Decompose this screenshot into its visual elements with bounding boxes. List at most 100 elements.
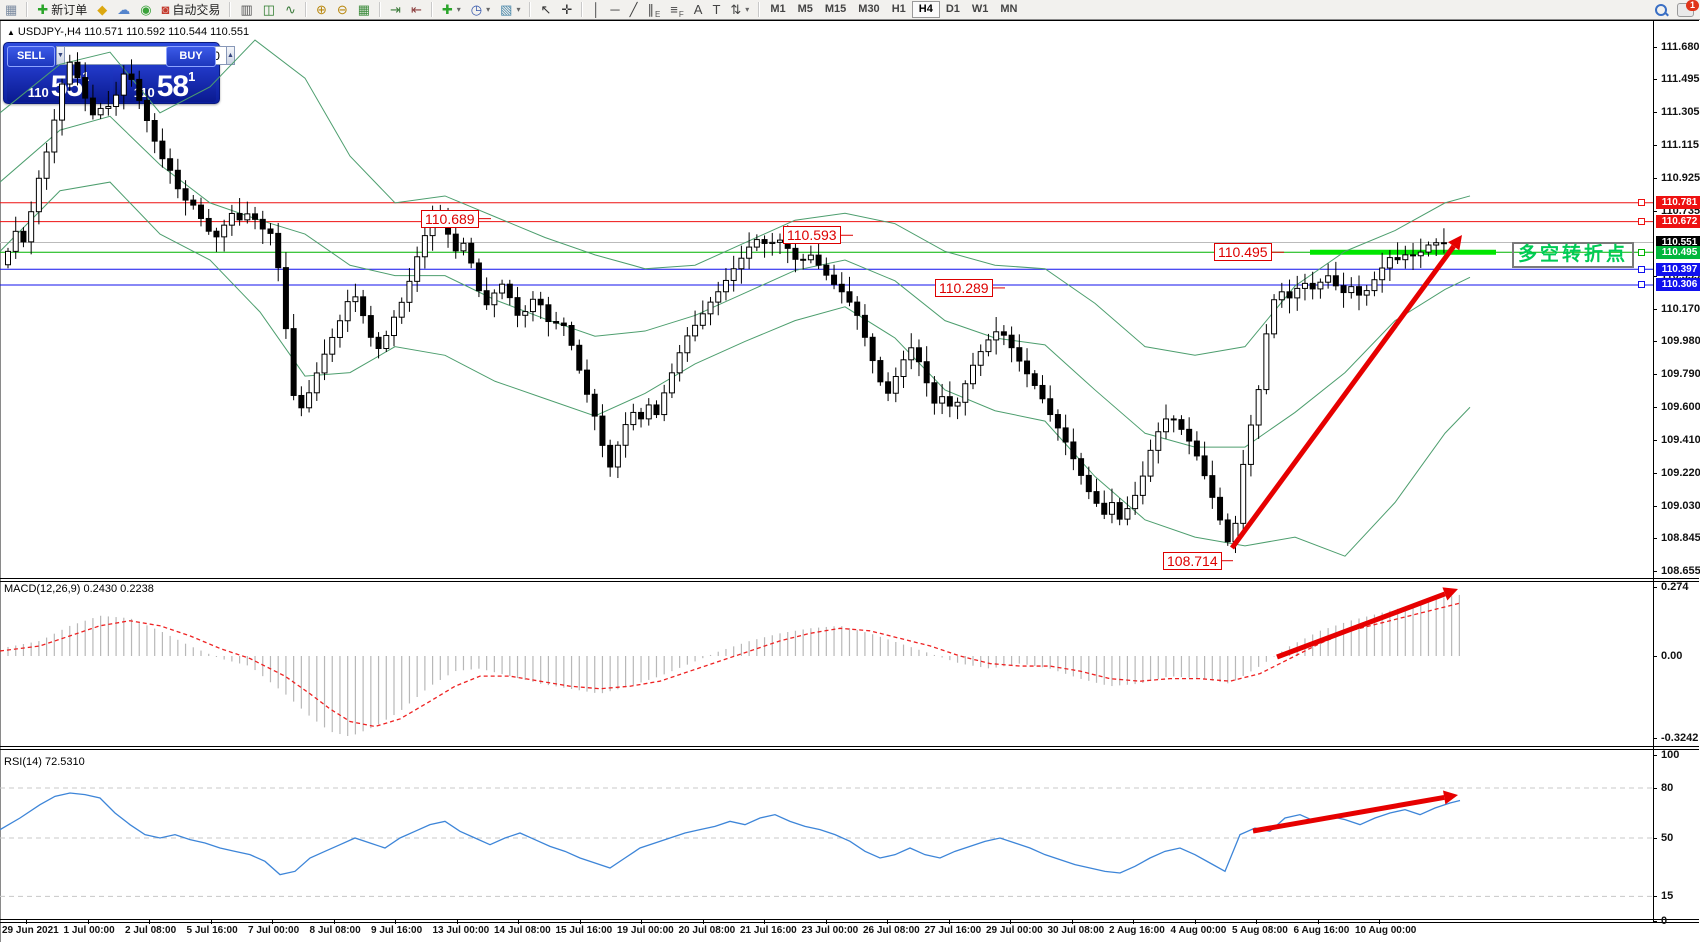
rsi-tick-label: 80 — [1661, 781, 1674, 794]
pane-separator — [0, 918, 1699, 920]
arrows-tool-caret-icon[interactable]: ▾ — [745, 5, 750, 14]
horizontal-line-tool[interactable]: ─ — [605, 1, 624, 19]
zoom-in-icon[interactable]: ⊕ — [311, 1, 332, 19]
line-chart-icon[interactable]: ∿ — [280, 1, 301, 19]
line-anchor-handle[interactable] — [1638, 248, 1645, 256]
line-anchor-handle[interactable] — [1638, 265, 1645, 273]
rsi-tick-label: 0 — [1661, 915, 1668, 928]
line-anchor-handle[interactable] — [1638, 199, 1645, 207]
arrows-tool[interactable]: ⇅ ▾ — [725, 1, 754, 19]
timeframe-m5[interactable]: M5 — [797, 3, 813, 15]
price-callout-110.689[interactable]: 110.689 — [421, 209, 479, 228]
fibonacci-tool[interactable]: ≡ F — [665, 1, 688, 19]
chat-icon[interactable]: 1 — [1677, 0, 1699, 17]
zoom-out-icon-glyph: ⊖ — [336, 1, 348, 17]
trendline-tool-glyph: ╱ — [629, 1, 638, 17]
search-icon[interactable] — [1655, 3, 1669, 16]
periods-button[interactable]: ◷ ▾ — [466, 1, 495, 19]
price-callout-110.593[interactable]: 110.593 — [783, 226, 841, 245]
time-label: 5 Aug 08:00 — [1232, 925, 1288, 936]
timeframe-mn[interactable]: MN — [1000, 3, 1018, 15]
market-watch-icon[interactable]: ◆ — [92, 1, 112, 19]
timeframe-d1[interactable]: D1 — [945, 3, 960, 15]
toolbar-separator — [430, 2, 433, 17]
time-tick — [210, 920, 212, 924]
macd-tick — [1653, 656, 1657, 657]
text-tool[interactable]: A — [689, 1, 708, 19]
sell-button[interactable]: SELL — [7, 46, 55, 67]
tile-windows-icon[interactable]: ▦ — [353, 1, 375, 19]
vertical-line-tool[interactable]: │ — [587, 1, 605, 19]
templates-button[interactable]: ▧ ▾ — [495, 1, 525, 19]
time-tick — [702, 920, 704, 924]
price-tick-label: 111.495 — [1661, 73, 1700, 86]
price-callout-110.289[interactable]: 110.289 — [935, 278, 993, 297]
pane-separator — [0, 748, 1699, 750]
time-label: 21 Jul 16:00 — [740, 925, 797, 936]
timeframe-h1[interactable]: H1 — [891, 3, 906, 15]
tile-windows-icon-glyph: ▦ — [357, 1, 371, 17]
time-label: 9 Jul 16:00 — [371, 925, 423, 936]
price-callout-110.495[interactable]: 110.495 — [1214, 243, 1272, 262]
chart-shift-icon-glyph: ⇤ — [410, 1, 422, 17]
annotation-text-box[interactable]: 多空转折点 — [1512, 242, 1635, 268]
timeframe-m1[interactable]: M1 — [770, 3, 786, 15]
templates-button-caret-icon[interactable]: ▾ — [516, 5, 521, 14]
new-order-button[interactable]: ✚ 新订单 — [32, 1, 92, 19]
price-tick-label: 110.925 — [1661, 171, 1700, 184]
crosshair-tool[interactable]: ✛ — [556, 1, 577, 19]
periods-button-caret-icon[interactable]: ▾ — [486, 5, 491, 14]
text-label-tool[interactable]: T — [707, 1, 725, 19]
time-label: 8 Jul 08:00 — [309, 925, 361, 936]
price-axis-line — [1653, 20, 1654, 922]
channel-tool[interactable]: ∥ E — [642, 1, 665, 19]
price-tick — [1653, 407, 1657, 409]
trend-arrow-macd[interactable] — [1276, 591, 1446, 660]
time-label: 20 Jul 08:00 — [678, 925, 736, 936]
trend-arrow-main[interactable] — [1229, 244, 1456, 550]
candlestick-chart-icon[interactable]: ◫ — [258, 1, 280, 19]
price-tick-label: 111.680 — [1661, 41, 1700, 53]
rsi-line — [0, 792, 1461, 876]
macd-tick-label: -0.3242 — [1661, 731, 1699, 744]
price-tick — [1653, 505, 1657, 507]
collapse-arrow-icon[interactable]: ▲ — [7, 28, 15, 37]
community-icon[interactable]: ☁ — [112, 1, 135, 19]
price-tick — [1653, 276, 1657, 278]
timeframe-m15[interactable]: M15 — [824, 3, 847, 15]
bar-chart-icon[interactable]: ▥ — [235, 1, 257, 19]
trendline-tool[interactable]: ╱ — [625, 1, 643, 19]
price-callout-108.714[interactable]: 108.714 — [1163, 551, 1222, 570]
cursor-tool-glyph: ↖ — [540, 1, 552, 17]
chart-shift-icon[interactable]: ⇤ — [406, 1, 427, 19]
time-label: 29 Jul 00:00 — [986, 925, 1043, 936]
rsi-tick — [1653, 754, 1657, 756]
line-anchor-handle[interactable] — [1638, 218, 1645, 226]
timeframe-m30[interactable]: M30 — [858, 3, 880, 15]
chart-window-icon[interactable]: ▦ — [0, 1, 22, 19]
price-tick — [1653, 47, 1657, 48]
price-tick-label: 109.220 — [1661, 467, 1700, 480]
zoom-out-icon[interactable]: ⊖ — [332, 1, 353, 19]
new-chart-button[interactable]: ✚ ▾ — [437, 1, 466, 19]
price-badge-110.672: 110.672 — [1656, 215, 1700, 229]
timeframe-w1[interactable]: W1 — [971, 3, 989, 15]
new-chart-button-caret-icon[interactable]: ▾ — [456, 5, 461, 14]
timeframe-h4[interactable]: H4 — [911, 1, 940, 18]
trend-arrow-rsi[interactable] — [1252, 794, 1445, 834]
autotrade-button[interactable]: ◙ 自动交易 — [157, 1, 226, 19]
price-tick — [1653, 111, 1657, 113]
time-label: 23 Jul 00:00 — [801, 925, 859, 936]
auto-scroll-icon[interactable]: ⇥ — [385, 1, 406, 19]
volume-increase-button[interactable]: ▲ — [225, 46, 235, 65]
time-tick — [1256, 920, 1257, 924]
cursor-tool[interactable]: ↖ — [535, 1, 556, 19]
price-tick-label: 109.980 — [1661, 335, 1700, 348]
time-tick — [948, 920, 950, 924]
new-order-button-label: 新订单 — [51, 3, 88, 17]
line-anchor-handle[interactable] — [1638, 281, 1645, 289]
buy-button[interactable]: BUY — [166, 46, 216, 67]
signals-icon[interactable]: ◉ — [135, 1, 156, 19]
price-badge-110.495: 110.495 — [1656, 245, 1700, 259]
